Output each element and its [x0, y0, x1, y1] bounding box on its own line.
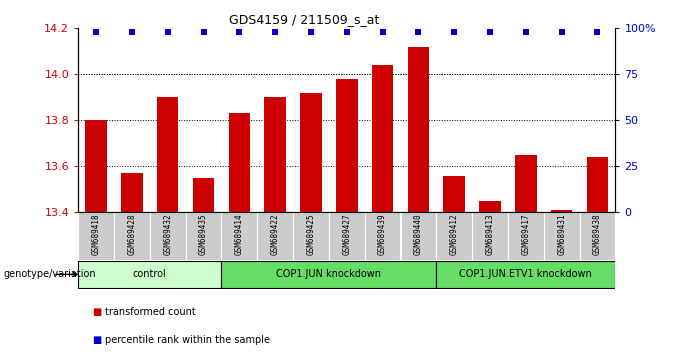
Point	[377, 29, 388, 35]
Bar	[401, 212, 437, 260]
Bar	[257, 212, 293, 260]
Bar	[228, 114, 250, 212]
Point	[234, 29, 245, 35]
Bar	[479, 201, 500, 212]
Title: GDS4159 / 211509_s_at: GDS4159 / 211509_s_at	[228, 13, 379, 26]
Bar	[329, 212, 364, 260]
Text: GSM689427: GSM689427	[342, 214, 352, 256]
Bar	[372, 65, 393, 212]
Bar	[551, 210, 573, 212]
Bar	[443, 176, 465, 212]
Bar	[408, 47, 429, 212]
Bar	[121, 173, 143, 212]
Bar	[472, 212, 508, 260]
Bar	[86, 120, 107, 212]
Text: GSM689418: GSM689418	[92, 214, 101, 256]
Point	[163, 29, 173, 35]
Point	[305, 29, 316, 35]
Text: GSM689413: GSM689413	[486, 214, 494, 256]
Bar	[265, 97, 286, 212]
Bar	[157, 97, 178, 212]
Bar	[293, 212, 329, 260]
Text: COP1.JUN.ETV1 knockdown: COP1.JUN.ETV1 knockdown	[460, 269, 592, 279]
Text: ■: ■	[92, 335, 101, 345]
Text: GSM689422: GSM689422	[271, 214, 279, 256]
Text: GSM689435: GSM689435	[199, 214, 208, 256]
Bar	[364, 212, 401, 260]
Text: GSM689438: GSM689438	[593, 214, 602, 256]
Bar	[515, 155, 537, 212]
Point	[198, 29, 209, 35]
Bar	[78, 261, 222, 288]
Bar	[579, 212, 615, 260]
Bar	[437, 261, 615, 288]
Bar	[78, 212, 114, 260]
Text: GSM689431: GSM689431	[557, 214, 566, 256]
Bar	[587, 157, 608, 212]
Text: genotype/variation: genotype/variation	[3, 269, 96, 279]
Bar	[193, 178, 214, 212]
Bar	[437, 212, 472, 260]
Point	[90, 29, 101, 35]
Bar	[222, 261, 437, 288]
Point	[126, 29, 137, 35]
Bar	[301, 93, 322, 212]
Bar	[336, 79, 358, 212]
Point	[520, 29, 531, 35]
Text: GSM689432: GSM689432	[163, 214, 172, 256]
Bar	[150, 212, 186, 260]
Text: transformed count: transformed count	[105, 307, 196, 316]
Bar	[186, 212, 222, 260]
Bar	[222, 212, 257, 260]
Point	[556, 29, 567, 35]
Point	[341, 29, 352, 35]
Point	[485, 29, 496, 35]
Text: GSM689417: GSM689417	[522, 214, 530, 256]
Bar	[508, 212, 544, 260]
Point	[270, 29, 281, 35]
Point	[449, 29, 460, 35]
Text: ■: ■	[92, 307, 101, 316]
Text: GSM689440: GSM689440	[414, 214, 423, 256]
Point	[413, 29, 424, 35]
Text: GSM689412: GSM689412	[449, 214, 459, 256]
Text: control: control	[133, 269, 167, 279]
Point	[592, 29, 603, 35]
Text: percentile rank within the sample: percentile rank within the sample	[105, 335, 271, 345]
Text: GSM689439: GSM689439	[378, 214, 387, 256]
Bar	[114, 212, 150, 260]
Text: GSM689414: GSM689414	[235, 214, 244, 256]
Text: COP1.JUN knockdown: COP1.JUN knockdown	[276, 269, 381, 279]
Bar	[544, 212, 579, 260]
Text: GSM689425: GSM689425	[307, 214, 316, 256]
Text: GSM689428: GSM689428	[127, 214, 137, 256]
